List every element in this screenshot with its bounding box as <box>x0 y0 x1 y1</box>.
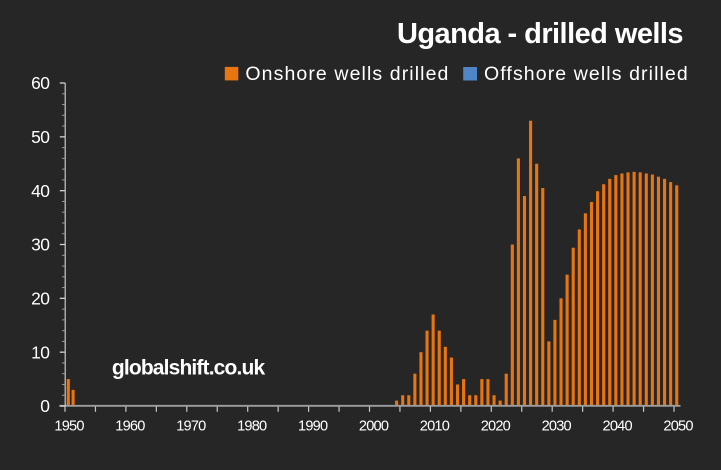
svg-text:30: 30 <box>31 235 49 255</box>
svg-text:20: 20 <box>31 288 49 308</box>
svg-text:10: 10 <box>31 342 49 362</box>
svg-text:40: 40 <box>31 181 49 201</box>
svg-text:1950: 1950 <box>54 419 84 435</box>
svg-text:Uganda - drilled wells: Uganda - drilled wells <box>397 18 683 50</box>
svg-text:1990: 1990 <box>298 419 328 435</box>
svg-text:1960: 1960 <box>115 419 145 435</box>
svg-text:2000: 2000 <box>359 419 389 435</box>
svg-text:0: 0 <box>40 396 49 416</box>
svg-text:globalshift.co.uk: globalshift.co.uk <box>112 357 266 380</box>
svg-text:2050: 2050 <box>663 419 693 435</box>
svg-text:1970: 1970 <box>176 419 206 435</box>
svg-text:Offshore wells drilled: Offshore wells drilled <box>484 63 689 85</box>
svg-text:2020: 2020 <box>481 419 511 435</box>
svg-text:2040: 2040 <box>603 419 633 435</box>
svg-text:1980: 1980 <box>237 419 267 435</box>
svg-text:2010: 2010 <box>420 419 450 435</box>
svg-text:50: 50 <box>31 127 49 147</box>
svg-text:2030: 2030 <box>542 419 572 435</box>
svg-text:Onshore wells drilled: Onshore wells drilled <box>245 63 449 85</box>
svg-text:60: 60 <box>31 73 49 93</box>
